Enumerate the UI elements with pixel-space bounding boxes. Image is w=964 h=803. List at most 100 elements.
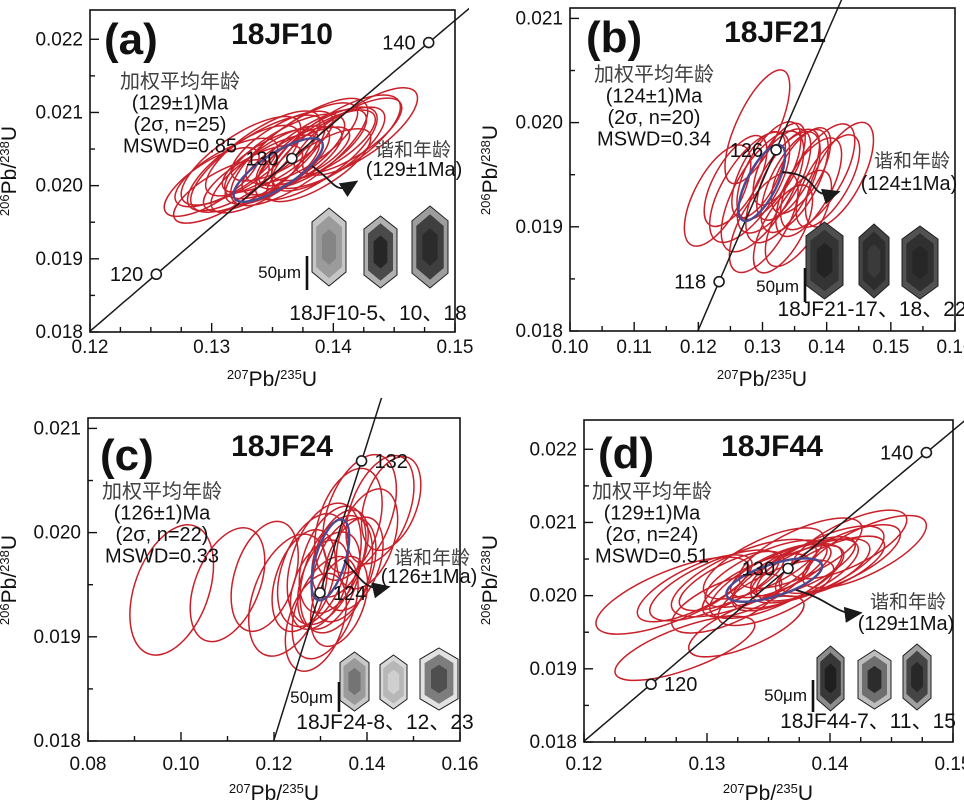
error-ellipse [636,554,753,623]
concordia-age-label: 谐和年龄 [394,547,470,569]
age-marker [645,678,657,691]
x-axis-title: 207Pb/235U [227,367,317,392]
concordia-age-ellipse [725,557,824,603]
age-marker-label: 120 [110,264,143,286]
panel-title: 18JF44 [721,430,823,463]
y-tick-label: 0.018 [33,731,81,752]
x-axis-title: 207Pb/235U [723,781,813,803]
age-marker [314,587,326,599]
y-axis-title: 206Pb/238U [478,125,503,215]
error-ellipse [313,467,383,581]
concordia-line [90,7,469,332]
error-ellipse [204,110,321,197]
concordia-line [584,420,964,742]
error-ellipse [189,527,266,643]
panel-letter: (a) [104,15,158,64]
zircon-crystal-core [824,663,837,694]
error-ellipse [720,130,805,253]
weighted-age-line: MSWD=0.51 [595,546,709,568]
zircon-crystal-core [431,664,447,694]
x-tick-label: 0.08 [70,754,107,775]
ticks-group [569,17,956,332]
zircon-image [902,643,932,711]
error-ellipse [265,127,372,203]
zircon-image [311,207,347,287]
concordia-age-ellipse [737,143,787,223]
weighted-age-line: (124±1)Ma [606,86,703,108]
zircon-crystal-core [321,229,337,265]
x-tick-label: 0.13 [689,754,726,775]
y-tick-label: 0.019 [529,659,577,680]
age-marker [713,275,725,288]
y-axis-title: 206Pb/238U [0,535,21,625]
age-marker [920,446,933,459]
y-tick-label: 0.020 [33,523,81,544]
zircon-spots-label: 18JF21-17、18、22 [777,298,964,321]
error-ellipses-group [683,69,875,274]
zircon-image [419,647,459,711]
zircon-image [857,649,892,710]
weighted-age-line: MSWD=0.34 [597,129,711,151]
age-marker [782,562,794,575]
panel-title: 18JF24 [231,430,333,463]
error-ellipse [248,533,328,657]
panel-c: 124 132 0.08 0.10 0.12 0.14 0.16 0.018 0.019 0.02… [0,398,478,803]
x-tick-label: 0.10 [163,754,200,775]
weighted-age-line: MSWD=0.33 [105,546,219,568]
x-tick-label: 0.12 [72,337,109,358]
zircon-crystal-core [387,669,400,695]
zircon-image [411,205,449,289]
y-tick-label: 0.020 [515,113,563,134]
age-marker-label: 140 [880,443,913,465]
y-tick-label: 0.021 [35,102,83,123]
error-ellipse [614,615,756,682]
error-ellipse [724,69,791,185]
concordia-age-label: 谐和年龄 [874,150,950,172]
age-marker-label: 130 [245,148,278,170]
zircon-crystal-core [867,665,882,694]
x-tick-label: 0.12 [680,337,717,358]
y-tick-label: 0.021 [33,418,81,439]
error-ellipse [804,121,875,228]
zircon-image [901,225,939,300]
zircon-crystal-core [348,667,361,696]
error-ellipse [688,595,805,658]
ticks-group [87,427,461,742]
concordia-age-value: (129±1Ma) [858,613,955,635]
weighted-age-line: MSWD=0.85 [123,136,237,158]
leader-arrow [343,559,391,599]
weighted-age-line: 加权平均年龄 [592,480,712,503]
weighted-age-line: 加权平均年龄 [594,63,714,86]
scale-bar-label: 50μm [258,263,301,282]
zircon-image [363,215,398,289]
age-marker-label: 120 [664,674,697,696]
panel-d: 120 130 140 0.12 0.13 0.14 0.15 0.018 0.019 0.020… [478,419,964,803]
weighted-age-line: 加权平均年龄 [120,70,240,93]
error-ellipse [335,488,399,590]
panel-a: 120 130 140 0.12 0.13 0.14 0.15 0.018 0.019 0.020… [0,7,473,392]
leader-arrow [311,165,359,198]
ticks-group [89,38,456,333]
error-ellipse [289,539,350,631]
age-marker [150,268,163,281]
x-axis-title: 207Pb/235U [717,367,807,392]
weighted-age-line: (2σ, n=20) [608,107,701,129]
error-ellipse [801,514,928,589]
y-tick-label: 0.019 [35,249,83,270]
error-ellipse [738,517,863,590]
y-tick-label: 0.019 [515,217,563,238]
concordia-age-label: 谐和年龄 [870,591,946,613]
zircon-spots-label: 18JF44-7、11、15 [780,710,956,733]
age-marker-label: 126 [730,140,763,162]
zircon-image [816,645,845,712]
concordia-age-ellipse [232,137,324,203]
error-ellipse [172,159,270,224]
x-tick-label: 0.10 [552,337,589,358]
zircon-image [805,221,844,300]
weighted-age-line: (2σ, n=24) [606,524,699,546]
age-marker [355,455,368,467]
weighted-age-line: (2σ, n=22) [116,524,209,546]
age-marker-label: 132 [375,451,408,473]
panel-title: 18JF10 [231,18,333,51]
y-tick-label: 0.022 [529,439,577,460]
